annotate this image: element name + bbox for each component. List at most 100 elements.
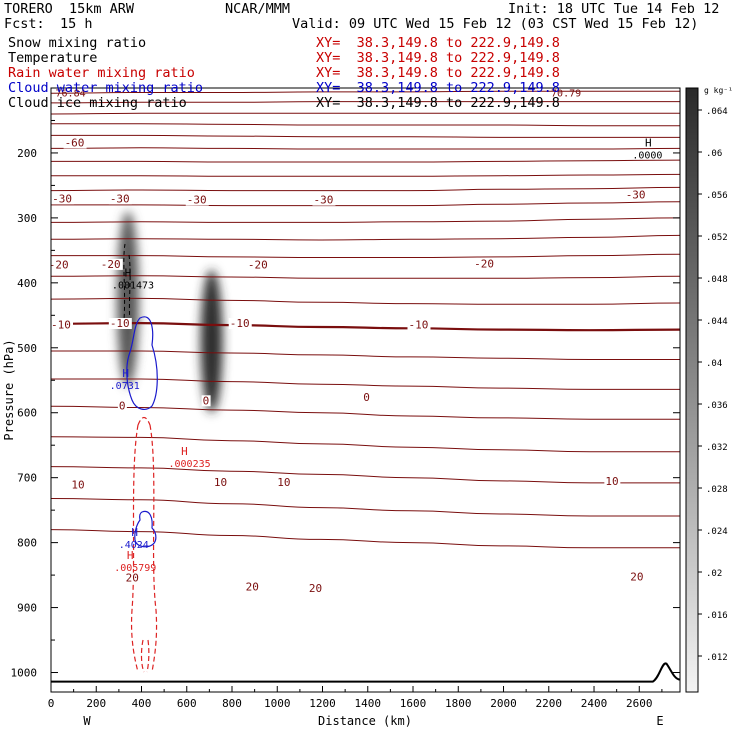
colorbar [685,87,699,693]
colorbar-tick-label: .012 [706,653,728,663]
y-tick-label: 300 [17,212,37,225]
isotherm--45 [51,159,680,163]
isotherm-label: 0 [363,391,370,404]
isotherm--30 [51,201,680,207]
isotherm-label: 10 [277,476,290,489]
field-name-snow: Snow mixing ratio [8,35,147,51]
colorbar-tick-label: .064 [706,107,728,117]
isotherm-label: 20 [126,572,139,585]
field-xy-snow: XY= 38.3,149.8 to 222.9,149.8 [316,35,560,51]
x-tick-label: 2600 [626,697,653,710]
rain-contour-main [130,416,158,673]
isotherm-10 [51,378,680,390]
isotherm--25 [51,217,680,223]
isotherm-20 [51,436,680,453]
isotherm-30 [51,498,680,517]
colorbar-tick-label: .028 [706,485,728,495]
max-marker-value: .005799 [114,563,156,574]
isotherm-label: 10 [605,475,618,488]
y-axis-label: Pressure (hPa) [2,339,16,440]
init-time: Init: 18 UTC Tue 14 Feb 12 [508,1,720,17]
x-tick-label: 1200 [309,697,336,710]
isotherm-label-bg [212,477,229,489]
isotherm-label: -10 [51,318,71,331]
isotherm-label-bg [63,137,87,149]
x-axis: 0 200 400 600 800 1000 1200 1400 1600 1800 2000 220… [48,686,663,710]
y-tick-label: 400 [17,277,37,290]
x-tick-label: 1600 [400,697,427,710]
x-tick-label: 1800 [445,697,472,710]
isotherm-label: 20 [630,570,643,583]
isotherm--65 [51,112,680,115]
colorbar-tick-label: .048 [706,275,728,285]
x-tick-label: 200 [86,697,106,710]
isotherm-label: -20 [248,259,268,272]
org-label: NCAR/MMM [225,1,291,17]
isotherm-label: -10 [408,318,428,331]
y-tick-label: 800 [17,537,37,550]
isotherm-label: -30 [187,194,207,207]
max-marker-h: H [125,266,132,279]
field-xy-cloud-ice: XY= 38.3,149.8 to 222.9,149.8 [316,95,560,111]
max-marker-value: .0000 [632,150,662,161]
valid-time: Valid: 09 UTC Wed 15 Feb 12 (03 CST Wed … [292,16,699,32]
y-tick-label: 200 [17,147,37,160]
isotherm--40 [51,173,680,177]
isotherm-label-bg [244,581,261,593]
isotherm-label: -20 [49,259,69,272]
field-name-rain: Rain water mixing ratio [8,65,195,81]
max-marker-value: .4024 [119,540,149,551]
x-tick-label: 800 [222,697,242,710]
snow-shade-2 [200,269,223,413]
x-tick-label: 2000 [490,697,517,710]
cloud-water-contour-lower [134,510,157,548]
max-marker-value: .000235 [168,459,210,470]
isotherm--60 [51,123,680,127]
max-marker-h: H [131,526,138,539]
max-marker-value: .001473 [112,280,154,291]
rain-water-contours [130,416,158,673]
field-xy-rain: XY= 38.3,149.8 to 222.9,149.8 [316,65,560,81]
temperature-isotherms [51,90,680,549]
isotherm-label-bg [624,189,648,201]
colorbar-tick-label: .04 [706,359,722,369]
isotherm-label-bg [47,259,71,271]
y-tick-label: 900 [17,602,37,615]
isotherm-0 [51,321,680,332]
isotherm-label-bg [185,194,209,206]
isotherm-label: -60 [65,136,85,149]
colorbar-tick-label: .052 [706,233,728,243]
max-marker-h: H [127,549,134,562]
y-tick-label: 1000 [11,667,38,680]
x-tick-label: 1000 [264,697,291,710]
field-xy-temperature: XY= 38.3,149.8 to 222.9,149.8 [316,50,560,66]
x-tick-label: 400 [132,697,152,710]
isotherm-label-bg [50,319,73,331]
isotherm-25 [51,466,680,484]
model-title: TORERO 15km ARW [4,1,135,17]
colorbar-labels: .064 .06 .056 .052 .048 .044 .04 .036 .032 .028 .0… [698,107,728,663]
terrain-line [51,662,681,683]
isotherm-label: 0 [203,394,210,407]
y-tick-label: 700 [17,472,37,485]
x-tick-label: 2200 [536,697,563,710]
isotherm--55 [51,134,680,138]
isotherm--5 [51,297,680,305]
colorbar-tick-label: .044 [706,317,728,327]
isotherm-label-bg [70,479,87,491]
forecast-hours: 15 h [60,16,93,32]
field-name-cloud-water: Cloud water mixing ratio [8,80,204,96]
forecast-label: Fcst: [4,16,45,32]
isotherm-label-bg [312,194,336,206]
contour-labels: -60 -30 -30 -30 -30 -30 -20 -20 -20 -20 -10 -10 -10 -… [47,88,648,595]
isotherm--75 [51,90,680,94]
isotherm-label: 10 [71,479,84,492]
isotherm-label-bg [99,258,123,270]
isotherm-label: -10 [110,317,130,330]
y-tick-label: 500 [17,342,37,355]
isotherm-label-bg [307,582,324,594]
rain-contour-small [140,639,150,673]
field-name-temperature: Temperature [8,50,98,66]
max-marker-h: H [122,367,129,380]
